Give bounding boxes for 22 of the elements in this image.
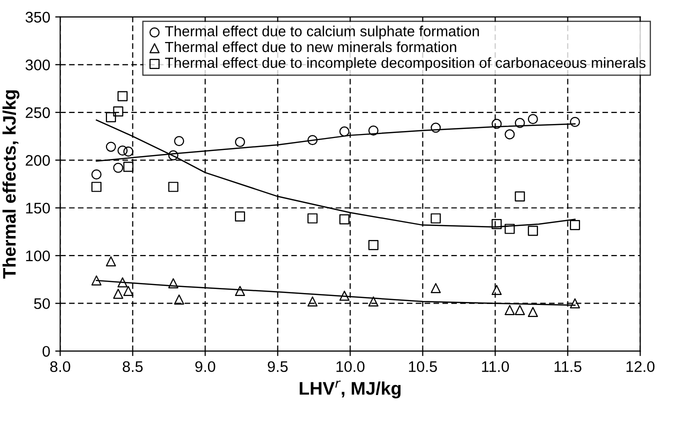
x-tick-label: 9.5 [268,361,288,372]
y-tick-label: 200 [26,155,50,166]
y-tick-label: 0 [42,346,50,357]
x-tick-label: 11.0 [482,361,509,372]
x-tick-label: 10.0 [336,361,364,372]
y-tick-label: 50 [34,298,50,310]
y-axis-title: Thermal effects, kJ/kg [2,90,20,279]
x-tick-label: 11.5 [554,361,582,372]
legend-label: Thermal effect due to calcium sulphate formation [165,26,479,40]
y-tick-label: 300 [26,60,50,70]
legend-label: Thermal effect due to incomplete decomposition of carbonaceous minerals [165,57,646,71]
x-axis-title: LHV$^{r}$, MJ/kg [300,380,401,398]
x-tick-label: 12.0 [626,361,654,372]
x-tick-label: 8.0 [50,361,70,372]
y-tick-label: 150 [26,202,50,214]
legend-label: Thermal effect due to new minerals formation [165,41,456,52]
x-tick-label: 10.5 [409,361,437,372]
x-tick-label: 8.5 [122,361,143,372]
x-tick-label: 9.0 [195,361,216,372]
y-tick-label: 350 [26,12,50,23]
y-tick-label: 100 [26,250,50,262]
y-tick-label: 250 [26,107,50,118]
